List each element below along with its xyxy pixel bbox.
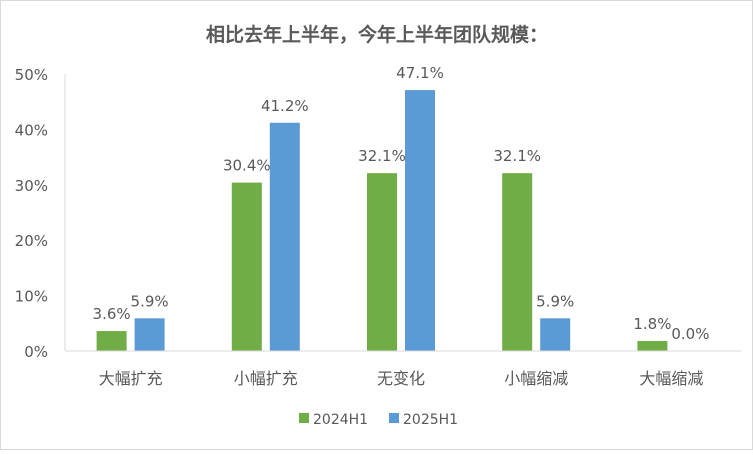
x-tick-label: 无变化	[377, 369, 425, 388]
bar-2024H1-1	[231, 182, 262, 351]
legend: 2024H1 2025H1	[299, 412, 458, 428]
data-label: 0.0%	[671, 325, 709, 343]
x-axis: 大幅扩充 小幅扩充 无变化 小幅缩减 大幅缩减	[65, 350, 741, 388]
x-tick-label: 小幅缩减	[504, 369, 568, 388]
y-tick-label: 50%	[15, 66, 48, 84]
y-tick-label: 30%	[15, 177, 48, 195]
y-tick-label: 40%	[15, 121, 48, 139]
bar-2024H1-0	[96, 331, 127, 351]
x-tick-label: 大幅缩减	[639, 369, 703, 388]
chart-title: 相比去年上半年，今年上半年团队规模：	[206, 23, 548, 46]
bar-2024H1-4	[637, 341, 668, 351]
legend-label: 2024H1	[313, 412, 368, 428]
bar-2025H1-1	[269, 122, 300, 351]
data-label: 3.6%	[93, 305, 131, 323]
data-label: 1.8%	[633, 315, 671, 333]
y-tick-label: 10%	[15, 288, 48, 306]
x-tick-label: 小幅扩充	[234, 369, 298, 388]
legend-label: 2025H1	[403, 412, 458, 428]
bar-2025H1-0	[134, 318, 165, 351]
y-tick-label: 20%	[15, 232, 48, 250]
bar-2024H1-2	[367, 173, 397, 351]
data-label: 5.9%	[131, 292, 169, 310]
y-axis: 0% 10% 20% 30% 40% 50%	[15, 66, 66, 361]
bar-2025H1-3	[540, 318, 571, 351]
data-label: 41.2%	[261, 97, 309, 115]
bar-2024H1-3	[502, 173, 533, 351]
x-tick-label: 大幅扩充	[99, 369, 163, 388]
data-label: 47.1%	[396, 64, 444, 82]
legend-swatch-2024H1	[299, 413, 309, 423]
bar-2025H1-2	[405, 90, 435, 351]
bars: 3.6%5.9%30.4%41.2%32.1%47.1%32.1%5.9%1.8…	[93, 64, 709, 351]
legend-swatch-2025H1	[389, 413, 399, 423]
y-tick-label: 0%	[24, 343, 48, 361]
data-label: 30.4%	[223, 157, 271, 175]
data-label: 5.9%	[536, 292, 574, 310]
data-label: 32.1%	[358, 147, 406, 165]
data-label: 32.1%	[493, 147, 541, 165]
